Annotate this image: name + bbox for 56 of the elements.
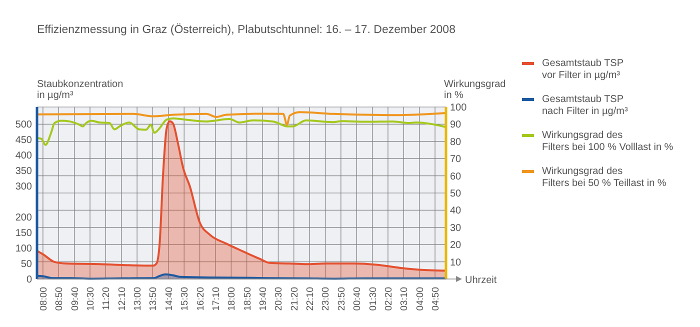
line-series	[36, 111, 447, 126]
x-tick-label: 18:50	[242, 287, 254, 311]
x-tick-label: 11:20	[101, 287, 112, 310]
x-tick-label: 22:10	[305, 287, 316, 311]
x-tick-label: 08:50	[54, 287, 66, 311]
x-tick-label: 13:00	[132, 287, 144, 311]
y2-axis-title: Wirkungsgrad in %	[444, 79, 506, 101]
x-tick-label: 13:50	[148, 287, 160, 311]
x-tick-label: 19:40	[258, 287, 270, 311]
y2-tick-label: 10	[450, 257, 462, 268]
x-tick-label: 16:20	[195, 287, 206, 311]
x-tick-label: 01:30	[368, 287, 379, 311]
x-tick-label: 02:20	[383, 287, 394, 311]
y2-tick-label: 30	[450, 222, 462, 234]
y-tick-label: 400	[15, 150, 32, 162]
y-tick-label: 0	[26, 274, 32, 286]
line-series	[36, 117, 447, 146]
x-tick-label: 23:50	[336, 287, 348, 311]
y-axis-title: Staubkonzentration in µg/m³	[37, 79, 124, 101]
legend-label: Wirkungsgrad des Filters bei 50 % Teillast in %	[542, 166, 666, 189]
x-tick-label: 20:30	[274, 287, 285, 311]
legend-label: Gesamtstaub TSP nach Filter in µg/m³	[542, 94, 628, 117]
y-tick-label: 350	[15, 166, 32, 178]
x-tick-label: 03:10	[399, 287, 410, 311]
y-tick-label: 100	[15, 244, 32, 255]
y2-tick-label: 70	[450, 154, 462, 166]
y2-tick-label: 50	[450, 188, 462, 200]
x-tick-label: 18:00	[226, 287, 238, 311]
y2-tick-label: 90	[450, 120, 462, 131]
x-tick-label: 04:50	[430, 287, 442, 311]
x-tick-label: 23:00	[320, 287, 332, 311]
x-axis-title: Uhrzeit	[465, 275, 497, 286]
legend-label: Gesamtstaub TSP vor Filter in µg/m³	[542, 58, 624, 81]
y2-tick-label: 80	[450, 136, 462, 148]
y-tick-label: 450	[15, 135, 32, 146]
y-tick-label: 300	[15, 182, 32, 193]
y2-tick-label: 60	[450, 171, 462, 182]
y2-tick-label: 20	[450, 240, 462, 252]
x-tick-label: 14:40	[164, 287, 175, 311]
x-tick-label: 12:10	[116, 287, 128, 311]
x-tick-label: 00:40	[352, 287, 364, 311]
y-tick-label: 200	[15, 212, 32, 224]
y-tick-label: 500	[15, 120, 32, 131]
x-tick-label: 08:00	[38, 287, 50, 311]
x-tick-label: 15:30	[180, 287, 191, 311]
x-tick-label: 17:10	[210, 287, 222, 311]
legend-label: Wirkungsgrad des Filters bei 100 % Volllast in %	[542, 130, 674, 153]
x-tick-label: 04:00	[414, 287, 426, 311]
y-tick-label: 50	[20, 259, 32, 270]
x-tick-label: 10:30	[86, 287, 97, 311]
x-tick-label: 09:40	[70, 287, 81, 311]
chart-subtitle: Effizienzmessung in Graz (Österreich), Plabutschtunnel: 16. – 17. Dezember 2008	[37, 23, 456, 36]
y2-tick-label: 100	[450, 102, 468, 114]
y2-tick-label: 40	[450, 206, 462, 217]
y-tick-label: 150	[15, 228, 32, 240]
x-tick-label: 21:20	[289, 287, 300, 311]
